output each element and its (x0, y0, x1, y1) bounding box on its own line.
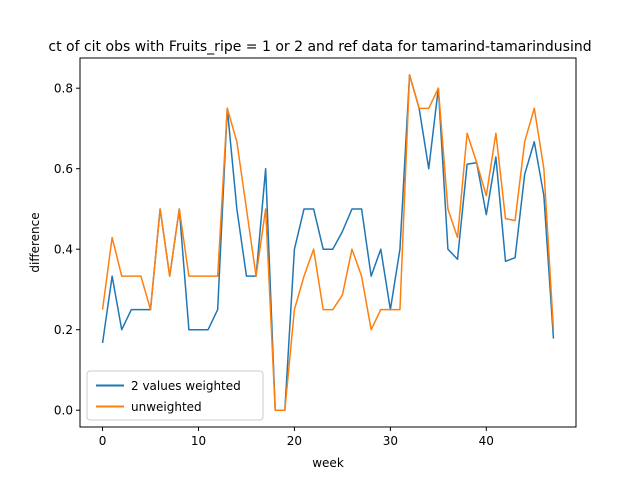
legend: 2 values weighted unweighted (86, 370, 264, 421)
x-tick-label: 10 (191, 434, 206, 448)
y-tick-label: 0.0 (54, 404, 73, 418)
x-tick-label: 40 (479, 434, 494, 448)
plot-frame (79, 57, 577, 428)
y-tick-label: 0.6 (54, 162, 73, 176)
legend-label-unweighted: unweighted (131, 400, 202, 414)
y-axis: 0.0 0.2 0.4 0.6 0.8 (54, 82, 80, 418)
legend-box (86, 370, 264, 421)
x-tick-label: 0 (99, 434, 107, 448)
y-tick-label: 0.2 (54, 323, 73, 337)
legend-label-weighted: 2 values weighted (131, 379, 241, 393)
x-axis-label: week (312, 456, 344, 470)
x-tick-label: 30 (383, 434, 398, 448)
y-tick-label: 0.4 (54, 243, 73, 257)
series-line-unweighted (101, 74, 555, 411)
y-tick-label: 0.8 (54, 82, 73, 96)
x-tick-label: 20 (287, 434, 302, 448)
series-layer (101, 74, 555, 411)
chart-title: ct of cit obs with Fruits_ripe = 1 or 2 … (48, 39, 591, 55)
x-axis: 0 10 20 30 40 (99, 427, 494, 448)
y-axis-label: difference (28, 212, 42, 272)
